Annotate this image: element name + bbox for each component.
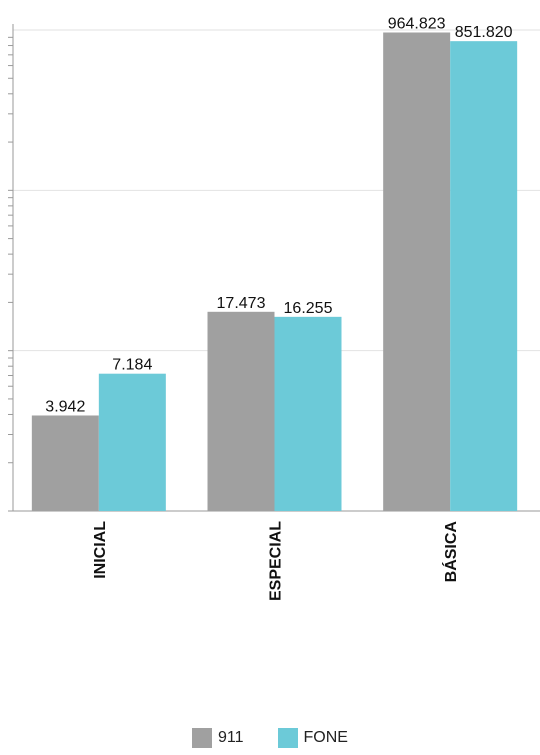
legend: 911 FONE (0, 728, 540, 748)
legend-item-fone[interactable]: FONE (277, 728, 348, 748)
bar-fone-básica (450, 41, 518, 511)
category-labels: INICIAL ESPECIAL BÁSICA (92, 521, 460, 601)
bar-911-básica (383, 32, 451, 511)
legend-label-fone: FONE (303, 729, 348, 746)
category-label: BÁSICA (441, 521, 460, 583)
bar-fone-especial (274, 316, 342, 511)
bar-911-especial (207, 311, 275, 511)
legend-item-911[interactable]: 911 (192, 728, 244, 748)
data-label: 7.184 (112, 357, 152, 374)
legend-swatch-911 (192, 728, 213, 748)
data-labels: 3.942 7.184 17.473 16.255 964.823 851.820 (45, 15, 512, 415)
legend-swatch-fone (277, 728, 298, 748)
bar-fone-inicial (98, 373, 166, 511)
data-label: 16.255 (284, 300, 333, 317)
data-label: 17.473 (217, 295, 266, 312)
legend-label-911: 911 (218, 729, 244, 746)
data-label: 851.820 (455, 24, 513, 41)
bar-chart: 3.942 7.184 17.473 16.255 964.823 851.820 INI… (8, 15, 540, 601)
category-label: INICIAL (92, 521, 109, 579)
bars (31, 32, 518, 511)
data-label: 964.823 (388, 15, 446, 32)
bar-911-inicial (31, 415, 99, 511)
data-label: 3.942 (45, 398, 85, 415)
category-label: ESPECIAL (268, 521, 285, 601)
